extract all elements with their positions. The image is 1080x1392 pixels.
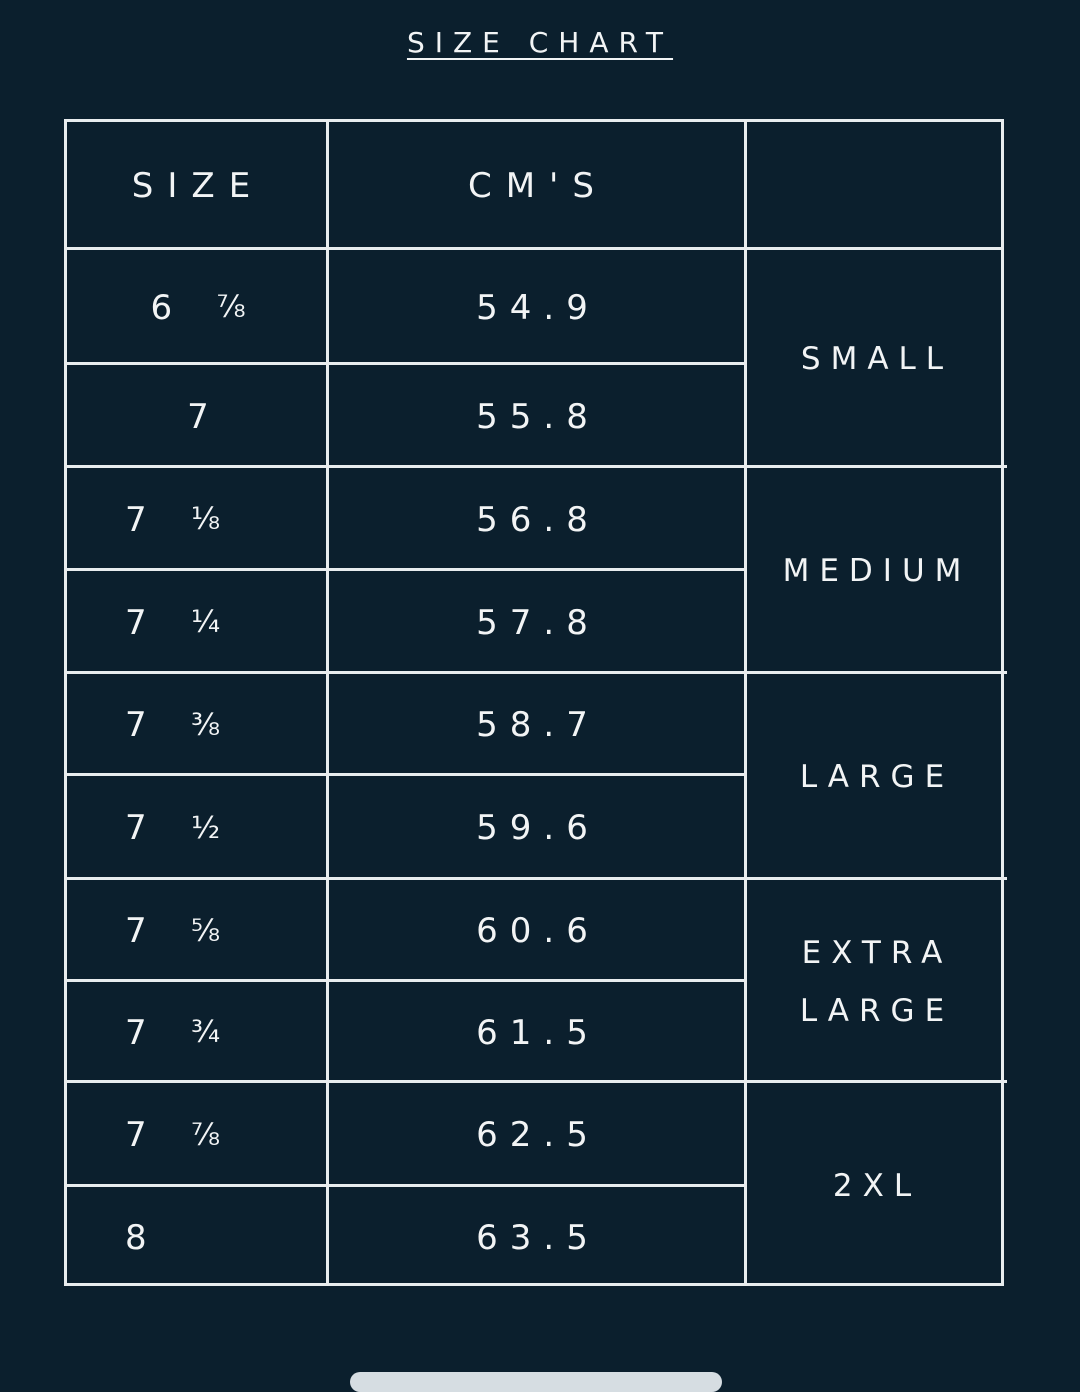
size-label-cell: SMALL (747, 250, 1007, 468)
size-cell: 8 (67, 1187, 329, 1289)
cm-cell: 63.5 (476, 1218, 600, 1258)
cm-cell: 56.8 (476, 499, 600, 540)
column-divider (744, 122, 747, 1283)
size-whole: 6 (150, 287, 173, 328)
size-fraction: ¾ (191, 1015, 221, 1050)
page-title: SIZE CHART (406, 26, 674, 59)
size-label-cell: MEDIUM (747, 468, 1007, 674)
cm-cell: 57.8 (476, 602, 600, 643)
size-whole: 7 (125, 602, 147, 643)
size-whole: 7 (187, 396, 209, 437)
row-divider (67, 362, 747, 365)
size-whole: 8 (125, 1218, 147, 1258)
size-cell: 7 (67, 365, 329, 468)
row-divider (67, 979, 747, 982)
size-whole: 7 (125, 808, 147, 848)
size-chart-table: SIZE CM'S 6 ⅞ 54.9 7 55.8 7 ⅛ 56.8 7 ¼ 57.8 7 ⅜ 58.7 7 ½ 5… (64, 119, 1007, 1289)
size-fraction: ⅞ (191, 1117, 221, 1153)
home-indicator-bar (350, 1372, 722, 1392)
size-whole: 7 (125, 1115, 147, 1155)
size-label: SMALL (800, 341, 954, 377)
size-label: LARGE (799, 759, 955, 795)
row-divider (67, 247, 1001, 250)
row-divider (67, 465, 1007, 468)
size-label: LARGE (799, 992, 955, 1029)
row-divider (67, 1184, 747, 1187)
size-fraction: ⅞ (216, 290, 246, 325)
size-label: 2XL (832, 1168, 922, 1204)
header-label (747, 122, 1007, 250)
cm-cell: 54.9 (476, 287, 600, 328)
size-whole: 7 (125, 911, 147, 951)
row-divider (67, 568, 747, 571)
size-label: EXTRA (801, 934, 953, 971)
row-divider (67, 773, 747, 776)
size-label: MEDIUM (782, 553, 972, 589)
size-fraction: ½ (191, 810, 221, 846)
cm-cell: 62.5 (476, 1115, 600, 1155)
cm-cell: 60.6 (476, 911, 600, 951)
header-size: SIZE (131, 166, 265, 206)
cm-cell: 55.8 (476, 396, 600, 437)
cm-cell: 59.6 (476, 808, 600, 848)
size-fraction: ⅝ (191, 913, 221, 949)
row-divider (67, 671, 1007, 674)
size-whole: 7 (125, 705, 147, 745)
header-cms: CM'S (467, 166, 608, 206)
row-divider (67, 877, 1007, 880)
cm-cell: 58.7 (476, 705, 600, 745)
column-divider (326, 122, 329, 1283)
size-whole: 7 (125, 499, 147, 540)
size-fraction: ⅛ (191, 502, 221, 537)
size-label-cell: 2XL (747, 1083, 1007, 1289)
cm-cell: 61.5 (476, 1012, 600, 1053)
size-fraction: ¼ (191, 605, 221, 640)
size-label-cell: EXTRA LARGE (747, 880, 1007, 1083)
row-divider (67, 1080, 1007, 1083)
size-label-cell: LARGE (747, 674, 1007, 880)
size-whole: 7 (125, 1012, 147, 1053)
size-fraction: ⅜ (191, 707, 221, 743)
